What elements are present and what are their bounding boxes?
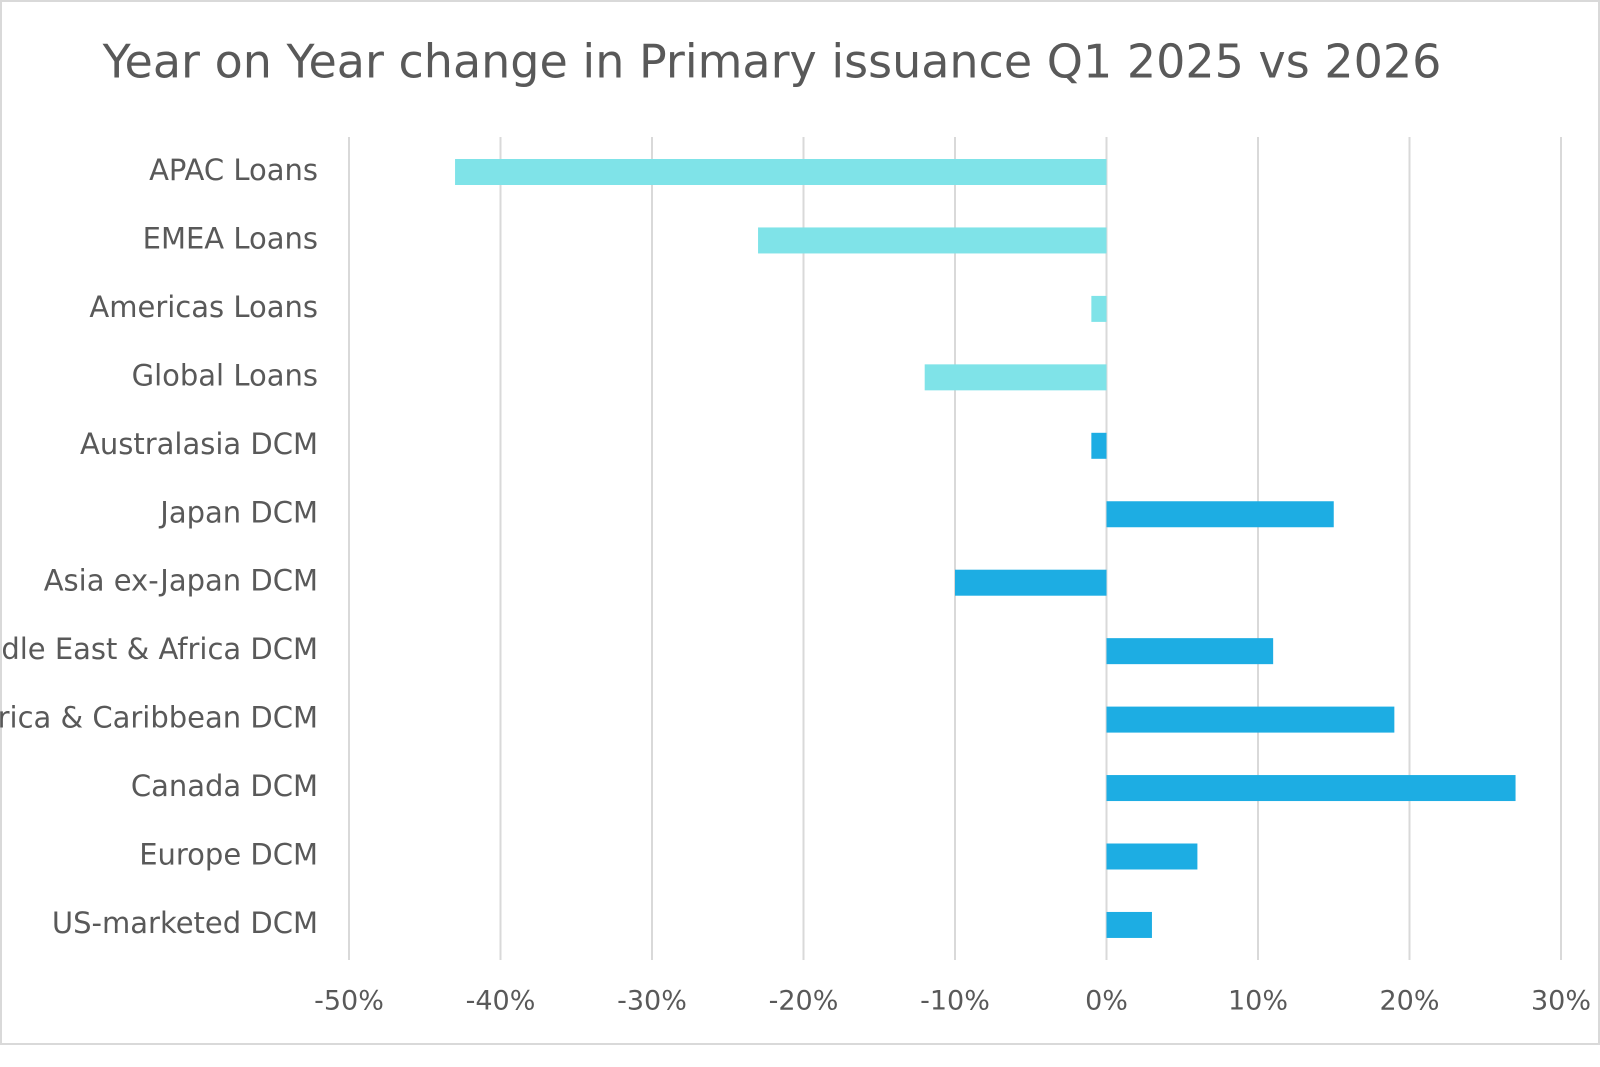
y-tick-label: US-marketed DCM: [52, 906, 318, 940]
bar: [1106, 501, 1334, 528]
x-tick-label: 10%: [1228, 986, 1288, 1017]
bar: [1106, 843, 1198, 870]
x-tick-label: 20%: [1379, 986, 1439, 1017]
bar: [1091, 432, 1107, 459]
y-tick-label: Australasia DCM: [80, 427, 318, 461]
x-tick-label: -20%: [769, 986, 839, 1017]
bar: [455, 159, 1107, 185]
y-tick-label: Europe DCM: [139, 838, 318, 872]
bar: [758, 227, 1107, 254]
x-tick-label: -50%: [314, 986, 384, 1017]
bar: [1106, 775, 1516, 802]
y-tick-label: Canada DCM: [131, 769, 318, 803]
bar: [1106, 706, 1395, 733]
x-tick-label: -40%: [466, 986, 536, 1017]
y-tick-label: Middle East & Africa DCM: [0, 632, 318, 666]
y-tick-label: Latin America & Caribbean DCM: [0, 701, 318, 735]
bar: [955, 569, 1107, 596]
bar: [924, 364, 1107, 391]
y-tick-label: Global Loans: [132, 358, 318, 392]
y-tick-label: Japan DCM: [158, 495, 318, 529]
chart-title: Year on Year change in Primary issuance …: [102, 35, 1442, 89]
bar: [1091, 295, 1107, 322]
y-tick-label: Americas Loans: [89, 290, 318, 324]
x-tick-label: 30%: [1531, 986, 1591, 1017]
x-tick-label: -30%: [617, 986, 687, 1017]
x-tick-label: 0%: [1085, 986, 1128, 1017]
bar: [1106, 638, 1274, 665]
y-tick-label: Asia ex-Japan DCM: [44, 564, 318, 598]
y-tick-label: EMEA Loans: [143, 221, 318, 255]
y-tick-label: APAC Loans: [149, 153, 318, 187]
bar: [1106, 911, 1152, 938]
x-tick-label: -10%: [920, 986, 990, 1017]
